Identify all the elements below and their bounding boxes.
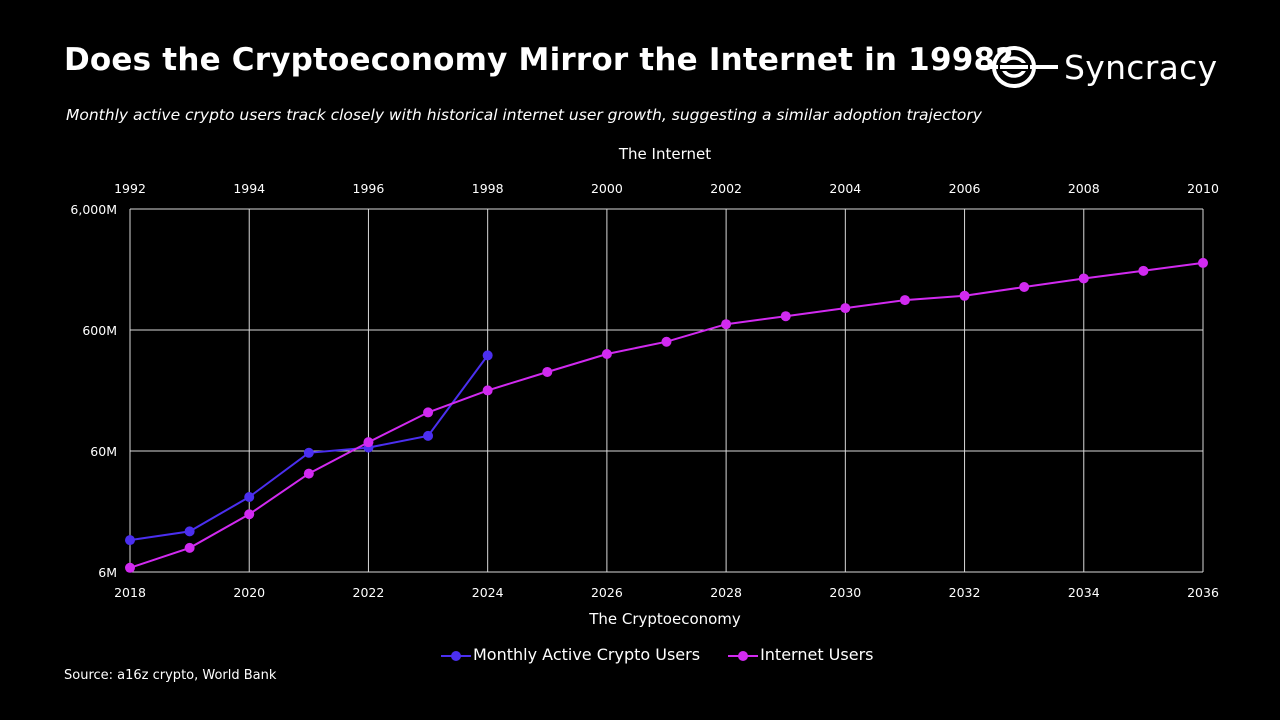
- y-tick-label: 6M: [98, 565, 117, 580]
- data-point: [1198, 257, 1208, 268]
- data-point: [482, 385, 493, 396]
- y-tick-label: 6,000M: [70, 202, 117, 217]
- grid-lines: [129, 208, 1204, 573]
- legend-label: Monthly Active Crypto Users: [473, 645, 701, 664]
- x-tick-label: 2032: [949, 585, 981, 600]
- y-tick-label: 600M: [82, 323, 117, 338]
- data-point: [423, 430, 434, 441]
- legend: Monthly Active Crypto Users Internet User…: [441, 645, 901, 664]
- series-0: [125, 350, 493, 546]
- data-point: [482, 350, 493, 361]
- logo: Syncracy: [978, 44, 1217, 90]
- data-point: [1138, 265, 1149, 276]
- data-point: [184, 542, 195, 553]
- data-point: [721, 319, 732, 330]
- data-point: [303, 447, 314, 458]
- y-tick-label: 60M: [90, 444, 117, 459]
- x2-tick-label: 2002: [710, 181, 742, 196]
- legend-label: Internet Users: [760, 645, 874, 664]
- data-point: [1078, 273, 1089, 284]
- legend-item: Internet Users: [728, 645, 873, 664]
- series-line: [129, 261, 1204, 569]
- x-tick-label: 2018: [114, 585, 146, 600]
- series-1: [125, 257, 1208, 573]
- data-point: [899, 295, 910, 306]
- legend-swatch: [441, 650, 471, 661]
- chart-subtitle: Monthly active crypto users track closel…: [66, 106, 982, 124]
- data-point: [959, 290, 970, 301]
- data-point: [423, 407, 434, 418]
- series-lines: [125, 257, 1208, 573]
- data-point: [780, 311, 791, 322]
- x2-tick-label: 1998: [472, 181, 504, 196]
- data-point: [125, 562, 135, 573]
- series-line: [129, 354, 489, 542]
- x2-tick-label: 2006: [949, 181, 981, 196]
- data-point: [601, 349, 612, 360]
- data-point: [125, 535, 135, 546]
- x-tick-label: 2020: [233, 585, 265, 600]
- data-point: [840, 303, 851, 314]
- top-axis-ticks: 1992 1994 1996 1998 2000 2002 2004 2006 2008 2010: [114, 181, 1219, 196]
- source-note: Source: a16z crypto, World Bank: [64, 668, 277, 683]
- x2-tick-label: 2010: [1187, 181, 1219, 196]
- data-point: [363, 437, 374, 448]
- bottom-axis-title: The Cryptoeconomy: [588, 610, 741, 628]
- x-tick-label: 2028: [710, 585, 742, 600]
- syncracy-logo-icon: [978, 46, 1058, 88]
- data-point: [244, 492, 255, 503]
- x2-tick-label: 1996: [353, 181, 385, 196]
- data-point: [542, 366, 553, 377]
- top-axis-title: The Internet: [618, 145, 711, 163]
- x-tick-label: 2034: [1068, 585, 1100, 600]
- x-tick-label: 2026: [591, 585, 623, 600]
- legend-swatch: [728, 650, 759, 661]
- y-axis-ticks: 6M 60M 600M 6,000M: [70, 202, 117, 580]
- x2-tick-label: 2004: [829, 181, 861, 196]
- legend-item: Monthly Active Crypto Users: [441, 645, 700, 664]
- x-tick-label: 2036: [1187, 585, 1219, 600]
- x2-tick-label: 1994: [233, 181, 265, 196]
- data-point: [303, 468, 314, 479]
- x2-tick-label: 1992: [114, 181, 146, 196]
- data-point: [244, 509, 255, 520]
- x-tick-label: 2024: [472, 585, 504, 600]
- data-point: [1019, 281, 1030, 292]
- x-tick-label: 2022: [353, 585, 385, 600]
- logo-text: Syncracy: [1064, 47, 1218, 87]
- data-point: [184, 526, 195, 537]
- bottom-axis-ticks: 2018 2020 2022 2024 2026 2028 2030 2032 2034 2036: [114, 585, 1219, 600]
- x2-tick-label: 2000: [591, 181, 623, 196]
- page-title: Does the Cryptoeconomy Mirror the Intern…: [64, 42, 1014, 78]
- x2-tick-label: 2008: [1068, 181, 1100, 196]
- x-tick-label: 2030: [829, 585, 861, 600]
- data-point: [661, 336, 672, 347]
